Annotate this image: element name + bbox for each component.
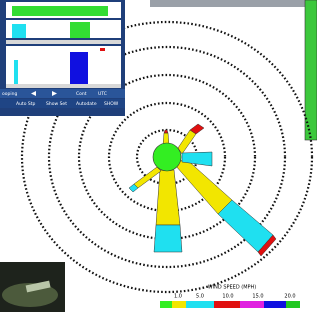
button[interactable]: UTC	[98, 91, 107, 97]
legend-swatch	[172, 301, 186, 308]
legend-label: 10.0	[222, 294, 233, 300]
legend-label: 5.0	[196, 294, 204, 300]
legend-label: 20.0	[284, 294, 295, 300]
plot-bars	[12, 24, 26, 38]
legend-swatch	[214, 301, 240, 308]
plot-axis	[6, 84, 121, 88]
petal	[154, 225, 182, 252]
plot-bars	[100, 48, 105, 51]
plot-bars	[70, 22, 90, 38]
legend-label: 1.0	[174, 294, 182, 300]
legend-swatch	[186, 301, 214, 308]
legend-swatch	[264, 301, 286, 308]
petal	[134, 167, 161, 188]
button[interactable]: Show Set	[46, 101, 67, 107]
screen: WIND SPEED (MPH) 1.0 5.0 10.0 15.0 20.0 …	[0, 0, 317, 312]
control-window: ooping Cont UTC Auto Stp Show Set Autoda…	[0, 0, 125, 116]
petal	[164, 130, 168, 133]
legend-title: WIND SPEED (MPH)	[208, 285, 257, 291]
plot-axis	[6, 40, 121, 44]
petal	[156, 170, 180, 225]
button[interactable]: SHOW	[104, 101, 119, 107]
legend-label: 15.0	[252, 294, 263, 300]
plot-bars	[70, 52, 88, 84]
legend-swatch	[160, 301, 172, 308]
button[interactable]: Cont	[76, 91, 87, 97]
petal	[175, 158, 232, 214]
page: {"panel": {"buttons": ["ooping", "Cont",…	[0, 0, 317, 312]
plot-panel	[6, 46, 121, 84]
legend: WIND SPEED (MPH) 1.0 5.0 10.0 15.0 20.0	[160, 285, 300, 309]
plot-bars	[12, 6, 108, 16]
button[interactable]: Auto Stp	[16, 101, 35, 107]
calm-circle	[153, 143, 181, 171]
button[interactable]: Autodate	[76, 101, 97, 107]
button[interactable]: ooping	[2, 91, 17, 97]
legend-swatch	[286, 301, 300, 308]
top-strip	[150, 0, 305, 7]
legend-swatch	[240, 301, 264, 308]
plot-bars	[14, 60, 18, 84]
